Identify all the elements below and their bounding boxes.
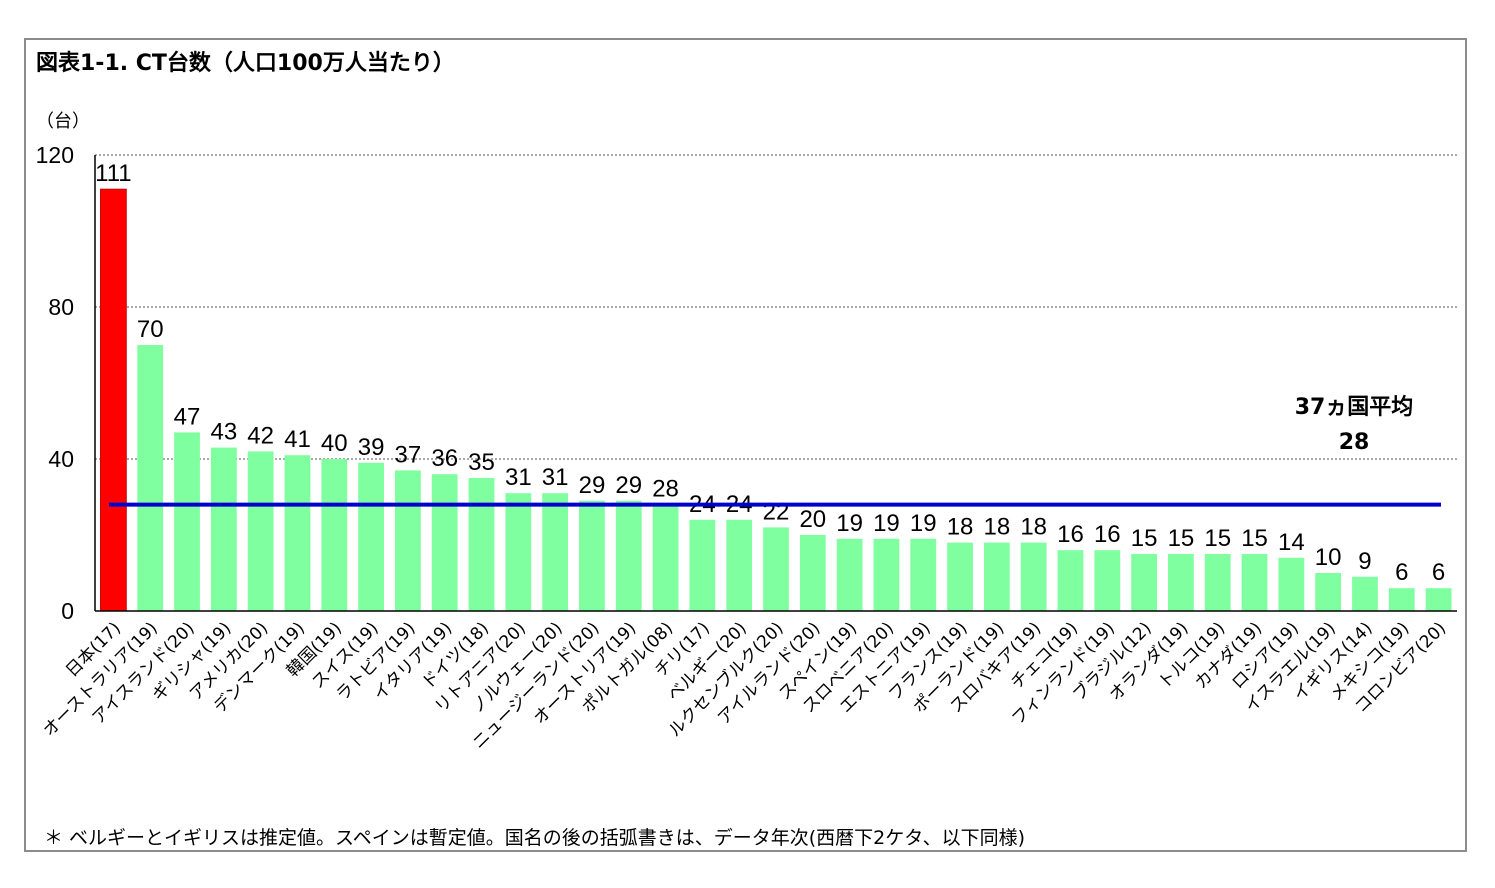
data-label: 6 xyxy=(1432,559,1445,586)
bar xyxy=(652,504,679,611)
bar xyxy=(542,493,569,611)
bar xyxy=(726,519,753,611)
bar xyxy=(1241,554,1268,611)
average-value: 28 xyxy=(1339,430,1370,455)
gridlines xyxy=(95,154,1457,460)
data-label: 20 xyxy=(799,506,826,533)
bar xyxy=(615,500,642,611)
bar xyxy=(799,535,826,611)
y-tick-labels: 0 40 80 120 xyxy=(36,142,74,624)
bar xyxy=(395,470,421,611)
bar xyxy=(100,188,127,612)
bar xyxy=(1315,573,1342,611)
bar xyxy=(1388,588,1415,611)
bar xyxy=(689,519,716,611)
bar xyxy=(1094,550,1121,611)
data-label: 18 xyxy=(1020,514,1047,541)
bar xyxy=(505,493,532,611)
bar xyxy=(174,432,200,611)
data-label: 15 xyxy=(1168,525,1195,552)
data-label: 16 xyxy=(1094,521,1121,548)
bar xyxy=(210,447,237,611)
chart-frame xyxy=(24,38,1467,852)
bar xyxy=(358,462,384,611)
y-axis-unit: （台） xyxy=(36,111,90,132)
data-label: 18 xyxy=(947,514,974,541)
data-label: 35 xyxy=(468,449,495,476)
bar xyxy=(579,500,605,611)
bar xyxy=(1278,557,1305,611)
y-tick-label: 40 xyxy=(48,446,74,472)
data-label: 37 xyxy=(395,441,422,468)
data-label: 28 xyxy=(652,476,679,503)
average-label: 37ヵ国平均 xyxy=(1295,394,1414,420)
y-tick-label: 120 xyxy=(36,142,74,168)
bar xyxy=(468,478,495,611)
x-tick-labels: 日本(17)オーストラリア(19)アイスランド(20)ギリシャ(19)アメリカ(… xyxy=(39,618,1450,753)
data-label: 47 xyxy=(174,403,201,430)
data-label: 16 xyxy=(1057,521,1084,548)
bar xyxy=(1168,554,1194,611)
data-label: 41 xyxy=(284,426,311,453)
bar xyxy=(1204,554,1231,611)
data-label: 9 xyxy=(1358,548,1371,575)
bar xyxy=(836,538,863,611)
bar xyxy=(1057,550,1084,611)
data-label: 10 xyxy=(1315,544,1342,571)
data-label: 19 xyxy=(836,510,863,537)
data-label: 29 xyxy=(579,472,606,499)
data-label: 22 xyxy=(763,498,790,525)
data-label: 42 xyxy=(247,422,274,449)
chart-title: 図表1-1. CT台数（人口100万人当たり） xyxy=(36,50,455,76)
y-tick-label: 80 xyxy=(48,294,74,320)
data-label: 14 xyxy=(1278,529,1305,556)
bar xyxy=(1020,542,1047,611)
data-label: 111 xyxy=(95,160,131,187)
data-label: 70 xyxy=(137,316,164,343)
data-label: 43 xyxy=(210,419,237,446)
data-label: 40 xyxy=(321,430,348,457)
data-label: 19 xyxy=(910,510,937,537)
data-label: 15 xyxy=(1241,525,1268,552)
data-label: 31 xyxy=(542,464,569,491)
data-label: 18 xyxy=(984,514,1011,541)
bar xyxy=(137,345,164,611)
bar xyxy=(983,542,1010,611)
footnote: ＊ ベルギーとイギリスは推定値。スペインは暫定値。国名の後の括弧書きは、データ年… xyxy=(44,827,1025,849)
bar xyxy=(431,474,458,611)
bar xyxy=(1131,554,1157,611)
data-label: 29 xyxy=(615,472,642,499)
data-label: 19 xyxy=(873,510,900,537)
bar xyxy=(284,455,311,611)
data-label: 15 xyxy=(1131,525,1158,552)
bar xyxy=(947,542,973,611)
data-label: 15 xyxy=(1204,525,1231,552)
bar xyxy=(873,538,900,611)
data-label: 36 xyxy=(431,445,458,472)
data-label: 6 xyxy=(1395,559,1408,586)
bars xyxy=(100,188,1452,612)
bar xyxy=(321,459,348,611)
data-label: 31 xyxy=(505,464,532,491)
bar xyxy=(763,527,789,611)
y-tick-label: 0 xyxy=(61,598,74,624)
bar xyxy=(247,451,274,611)
data-label: 39 xyxy=(358,434,385,461)
bar xyxy=(1425,588,1452,611)
bar xyxy=(1352,576,1378,611)
bar xyxy=(910,538,937,611)
